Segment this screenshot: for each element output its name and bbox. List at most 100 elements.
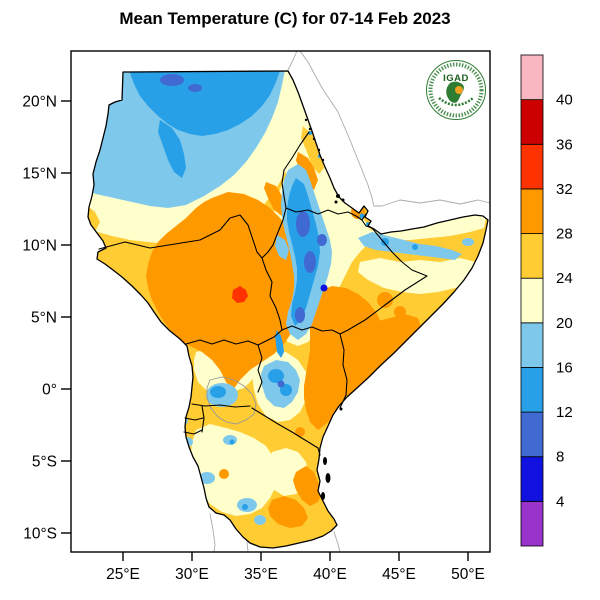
colorbar-segment-20-24	[520, 277, 544, 324]
lamu-island	[339, 407, 343, 411]
logo-laurel	[438, 97, 474, 107]
colorbar-label: 12	[556, 404, 573, 421]
pemba-island	[323, 457, 327, 465]
country-borders	[98, 131, 428, 456]
somalia-orange-dot-1	[377, 292, 393, 308]
colorbar-segment-gt40	[520, 54, 544, 101]
colorbar-segment-32-36	[520, 143, 544, 190]
border-rwanda-burundi	[184, 417, 204, 421]
border-ethiopia-somalia	[339, 227, 428, 335]
y-tick-label: 20°N	[22, 94, 57, 111]
sudan-royal-1	[160, 74, 184, 86]
x-tick-label: 50°E	[451, 566, 485, 583]
somalia-pale-inner	[358, 258, 480, 294]
border-kenya-somalia	[339, 333, 348, 409]
ethiopia-border-orange	[264, 182, 286, 216]
tanzania-blue-3	[254, 515, 266, 525]
colorbar-segment-36-40	[520, 99, 544, 145]
border-rwanda-tanzania	[201, 405, 205, 433]
border-kenya-tanzania	[251, 407, 321, 456]
redsea-speck-2	[308, 127, 312, 131]
somaliland-cyan-2	[412, 244, 418, 250]
dahlak-island-1	[336, 194, 340, 198]
colorbar-segment-8-12	[520, 411, 544, 458]
x-tick-label: 40°E	[313, 566, 347, 583]
horn-lightblue	[462, 238, 474, 246]
igad-logo: IGAD	[425, 59, 487, 121]
x-tick-label: 45°E	[382, 566, 416, 583]
neighbor-coastlines	[209, 50, 491, 553]
border-sudan-eritrea-ethiopia	[261, 131, 310, 331]
map-frame	[70, 50, 491, 553]
tanzania-orange-dot	[219, 469, 229, 479]
golden-west-patch	[88, 198, 100, 230]
colorbar-label: 28	[556, 226, 573, 243]
colorbar-segment-4-8	[520, 456, 544, 502]
colorbar-legend: 4 8 12 16 20 24 28 32 36 40	[520, 54, 573, 547]
y-tick-label: 15°N	[22, 166, 57, 183]
dahlak-island-3	[334, 200, 338, 204]
ethiopia-royal-1	[296, 211, 310, 237]
border-eritrea-ethiopia	[285, 207, 367, 221]
logo-outer-ring	[426, 60, 486, 120]
logo-wordmark: IGAD	[443, 73, 469, 84]
y-tick-label: 10°S	[23, 526, 57, 543]
redsea-speck-4	[317, 148, 321, 152]
ogaden-orange	[304, 286, 388, 430]
somalia-orange-dot-2	[394, 306, 406, 318]
igad-region-outline	[87, 70, 489, 549]
border-burundi-tanzania	[183, 429, 203, 435]
colorbar-segment-28-32	[520, 188, 544, 234]
lake-victoria-cyan	[210, 386, 226, 398]
tanzania-pale-main	[191, 424, 278, 516]
south-sudan-red-spot	[232, 286, 248, 303]
zanzibar-island	[325, 473, 331, 483]
tanzania-blue-1	[199, 472, 215, 484]
colorbar-label: 16	[556, 359, 573, 376]
redsea-speck-3	[312, 137, 316, 141]
lake-turkana-cyan	[275, 330, 284, 358]
tanzania-cyan-1	[242, 504, 248, 510]
colorbar-label: 40	[556, 92, 573, 109]
tanzania-cyan-2	[229, 439, 235, 445]
south-neighbor-coast	[333, 531, 341, 553]
dahlak-island-2	[341, 198, 345, 202]
eritrea-orange	[296, 152, 318, 190]
y-tick-label: 10°N	[22, 238, 57, 255]
border-ethiopia-kenya	[281, 325, 341, 335]
north-sudan-cyan	[125, 71, 284, 136]
ntz-orange-dot	[295, 427, 305, 437]
y-tick-label: 5°N	[31, 310, 57, 327]
y-tick-label: 5°S	[32, 454, 57, 471]
sudan-cyan-tongue	[158, 120, 186, 178]
colorbar-label: 20	[556, 315, 573, 332]
chart-title: Mean Temperature (C) for 07-14 Feb 2023	[119, 9, 450, 28]
ethiopia-royal-4	[317, 234, 327, 246]
south-neighbor-border-1	[209, 513, 216, 553]
egypt-coastline	[287, 50, 298, 71]
tanzania-coast-orange	[293, 466, 322, 506]
arabian-coastline	[299, 50, 491, 207]
somaliland-cyan-1	[381, 238, 389, 246]
kenya-cyan-1	[268, 369, 284, 383]
south-neighbor-border-2	[246, 541, 249, 553]
south-sudan-orange	[146, 192, 304, 390]
kenya-cyan-2	[280, 384, 292, 396]
logo-text-ring	[428, 62, 484, 118]
tanzania-south-orange	[268, 496, 308, 528]
islands	[304, 118, 345, 500]
x-tick-label: 35°E	[244, 566, 278, 583]
kenya-royal	[277, 380, 285, 388]
ethiopia-royal-3	[295, 307, 305, 323]
colorbar-segment-lt4	[520, 500, 544, 547]
colorbar-label: 4	[556, 493, 564, 510]
colorbar-segment-16-20	[520, 322, 544, 368]
redsea-speck-1	[304, 118, 308, 122]
x-tick-label: 25°E	[106, 566, 140, 583]
colorbar-label: 8	[556, 449, 564, 466]
ethiopia-navy-dot	[320, 284, 328, 292]
y-tick-label: 0°	[42, 382, 57, 399]
redsea-speck-5	[321, 158, 325, 162]
